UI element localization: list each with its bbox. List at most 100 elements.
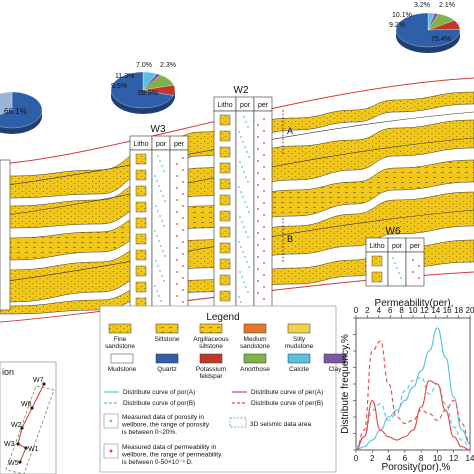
porosity-point	[400, 277, 402, 279]
litho-sample	[219, 146, 231, 158]
litho-sample	[219, 242, 231, 254]
porosity-point	[159, 215, 161, 217]
track-label-per: per	[410, 243, 421, 250]
measured-permeability-text-line: is between 0-50×10⁻³ D.	[122, 459, 193, 466]
legend-label-argillaceous-siltstone-line: Argillaceous	[193, 336, 229, 343]
porosity-point	[398, 272, 400, 274]
legend-label-siltstone: Siltstone	[155, 336, 180, 343]
pie-value-label: 3.2%	[414, 2, 430, 9]
porosity-point	[240, 136, 242, 138]
legend-swatch-clay: Clay	[323, 353, 347, 373]
porosity-point	[160, 190, 162, 192]
porosity-point	[248, 266, 250, 268]
legend-swatch-calcite: Calcite	[287, 353, 311, 373]
porosity-marker	[109, 419, 113, 423]
location-map-title: ion	[2, 367, 14, 377]
porosity-point	[162, 250, 164, 252]
legend-label-argillaceous-siltstone: Argillaceous siltstone	[193, 336, 229, 350]
permeability-point	[257, 124, 259, 126]
permeability-point	[257, 220, 259, 222]
litho-sample	[371, 271, 383, 283]
porosity-point	[159, 160, 161, 162]
porosity-point	[156, 180, 158, 182]
map-well-w1: W1	[24, 446, 39, 453]
legend-label-medium-sandstone: Medium sandstone	[240, 336, 270, 350]
pie-slice	[0, 91, 13, 115]
map-well-dot	[18, 460, 22, 464]
permeability-point	[257, 160, 259, 162]
measured-porosity-text-line: Measured data of porosity in	[122, 414, 204, 421]
permeability-marker	[109, 449, 113, 453]
legend-label-anorthose: Anorthose	[240, 366, 270, 373]
porosity-point	[243, 171, 245, 173]
chart-plot-area	[355, 317, 471, 451]
litho-sample	[219, 274, 231, 286]
edge-well-column	[0, 159, 11, 311]
legend-swatch-potassium-feldspar: Potassium feldspar	[196, 353, 226, 380]
x-bottom-tick-label: 10	[433, 454, 442, 463]
porosity-point	[247, 126, 249, 128]
permeability-point	[257, 148, 259, 150]
pie-value-label: 10.1%	[392, 12, 412, 19]
litho-sample	[135, 169, 147, 181]
porosity-point	[244, 256, 246, 258]
map-well-w3: W3	[4, 441, 20, 448]
permeability-point	[182, 253, 184, 255]
porosity-point	[246, 261, 248, 263]
litho-sample	[219, 290, 231, 302]
permeability-point	[176, 163, 178, 165]
well-name: W3	[151, 124, 166, 135]
zone-label: A	[287, 126, 293, 136]
track-column-per	[405, 251, 425, 287]
porosity-point	[244, 201, 246, 203]
porosity-point	[247, 236, 249, 238]
x-top-tick-label: 6	[388, 306, 393, 315]
measured-porosity-text: Measured data of porosity in wellbore, th…	[121, 414, 210, 436]
legend-swatch	[155, 353, 179, 364]
porosity-point	[163, 170, 165, 172]
map-well-label: W5	[8, 460, 19, 467]
permeability-point	[176, 235, 178, 237]
legend-curve-por-b: Distribute curve of por(B)	[104, 400, 195, 407]
permeability-point	[257, 244, 259, 246]
track-label-por: por	[392, 243, 403, 250]
legend-label-fine-sandstone: Fine sandstone	[105, 336, 135, 350]
pie-value-label: 69.9%	[138, 90, 158, 97]
map-well-dot	[24, 446, 28, 450]
well-name: W6	[386, 226, 401, 237]
porosity-point	[248, 156, 250, 158]
porosity-point	[161, 275, 163, 277]
pie-slice	[395, 12, 461, 48]
permeability-point	[176, 223, 178, 225]
porosity-point	[392, 257, 394, 259]
permeability-point	[182, 289, 184, 291]
well-trace-line	[17, 383, 45, 463]
litho-sample	[219, 226, 231, 238]
porosity-point	[241, 166, 243, 168]
permeability-point	[263, 190, 265, 192]
map-well-w5: W5	[8, 460, 22, 467]
porosity-point	[164, 200, 166, 202]
seismic-area-outline	[5, 385, 55, 474]
x-top-tick-label: 4	[377, 306, 382, 315]
legend-label-argillaceous-siltstone-line: siltstone	[199, 343, 223, 350]
porosity-point	[241, 276, 243, 278]
legend-curve-label: Distribute curve of por(A)	[123, 389, 195, 396]
legend-swatch-fine-sandstone: Fine sandstone	[105, 323, 135, 350]
permeability-point	[182, 193, 184, 195]
porosity-point	[161, 165, 163, 167]
permeability-point	[257, 172, 259, 174]
litho-sample	[135, 185, 147, 197]
legend-label-calcite: Calcite	[289, 366, 309, 373]
porosity-point	[158, 240, 160, 242]
top-axis-label: Permeability(per),	[375, 298, 454, 309]
permeability-point	[263, 178, 265, 180]
map-well-w7: W7	[33, 377, 46, 386]
map-well-w6: W6	[21, 401, 34, 410]
legend-curve-label: Distribute curve of per(A)	[251, 389, 323, 396]
porosity-point	[158, 295, 160, 297]
legend-measured-porosity: Measured data of porosity in wellbore, th…	[103, 413, 210, 436]
pie-value-label: 9.5%	[111, 83, 127, 90]
